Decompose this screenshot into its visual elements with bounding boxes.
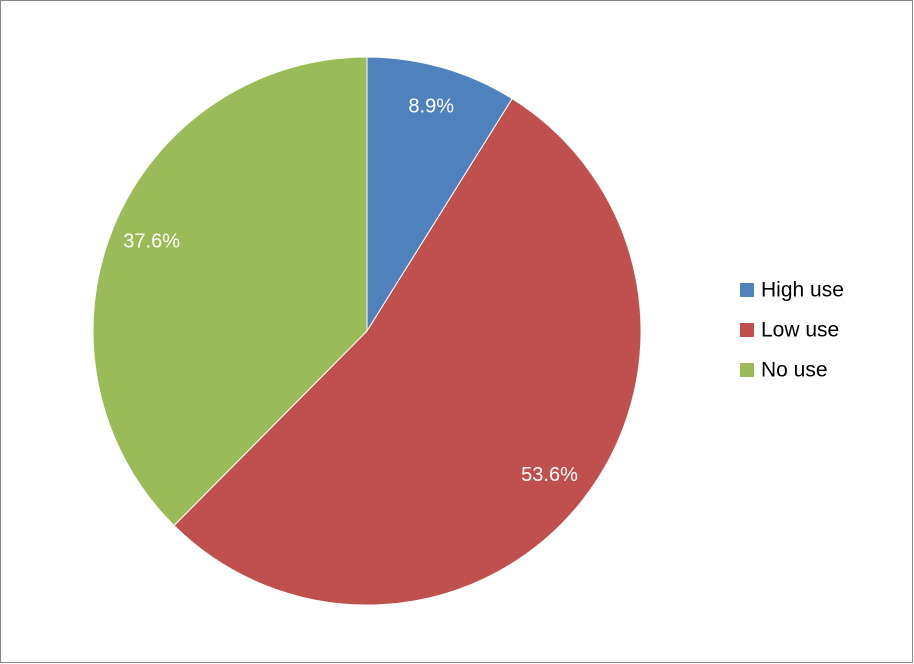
value-label: 8.9% [408,95,454,117]
legend-label: Low use [761,319,839,342]
legend-swatch [740,283,754,297]
legend-swatch [740,363,754,377]
pie-slice [173,97,642,606]
value-label: 53.6% [521,464,578,486]
legend-label: No use [761,359,828,382]
pie-slice [366,56,513,333]
value-label: 37.6% [123,231,180,253]
pie-slice [92,56,368,527]
legend-label: High use [761,279,844,302]
legend-swatch [740,323,754,337]
